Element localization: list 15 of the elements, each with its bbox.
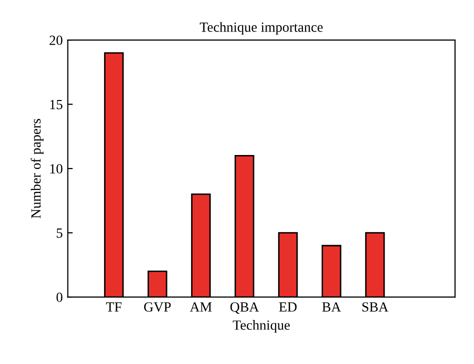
x-tick-label: ED <box>279 302 297 312</box>
y-axis-title: Number of papers <box>30 118 44 218</box>
x-tick-label: AM <box>190 302 212 312</box>
x-axis-title: Technique <box>232 320 290 333</box>
x-tick-label: GVP <box>144 302 171 312</box>
x-tick-label: QBA <box>230 302 259 314</box>
x-tick-label: BA <box>322 302 342 312</box>
y-tick-label: 10 <box>50 164 62 174</box>
x-tick-label: SBA <box>362 302 388 312</box>
y-tick-label: 20 <box>50 36 62 45</box>
x-tick-label: TF <box>106 302 122 312</box>
y-tick-label: 0 <box>56 292 62 302</box>
y-tick-label: 5 <box>56 228 62 238</box>
chart-title: Technique importance <box>200 22 323 35</box>
y-tick-label: 15 <box>50 100 62 110</box>
